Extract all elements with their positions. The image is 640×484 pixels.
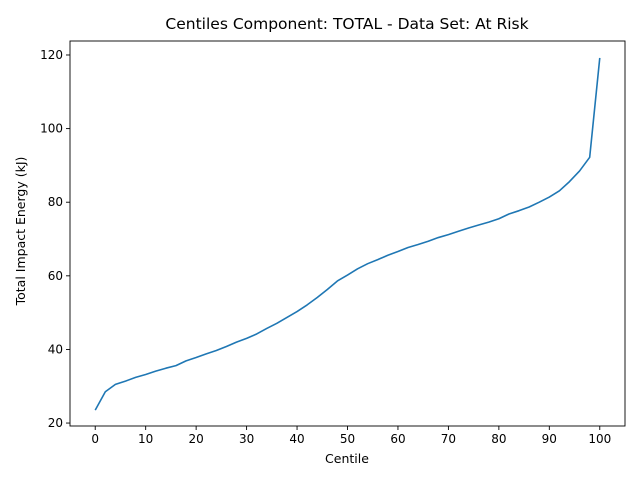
chart-title: Centiles Component: TOTAL - Data Set: At… bbox=[165, 15, 528, 33]
x-tick-label: 10 bbox=[138, 432, 153, 446]
series-line-0 bbox=[94, 57, 601, 411]
x-tick-label: 50 bbox=[340, 432, 355, 446]
y-tick-label: 20 bbox=[48, 416, 63, 430]
y-tick-label: 60 bbox=[48, 269, 63, 283]
x-tick-label: 0 bbox=[91, 432, 99, 446]
x-tick-label: 70 bbox=[441, 432, 456, 446]
y-tick-label: 80 bbox=[48, 195, 63, 209]
x-tick-label: 100 bbox=[588, 432, 611, 446]
y-axis-label: Total Impact Energy (kJ) bbox=[13, 157, 28, 307]
x-axis-label: Centile bbox=[325, 451, 369, 466]
y-tick-label: 120 bbox=[40, 48, 63, 62]
plot-area: 0 10 20 30 40 50 60 70 80 90 100 20 40 60 80 100 120 bbox=[40, 40, 626, 446]
y-tick-label: 100 bbox=[40, 122, 63, 136]
x-tick-label: 90 bbox=[542, 432, 557, 446]
x-tick-label: 60 bbox=[390, 432, 405, 446]
x-tick-label: 80 bbox=[491, 432, 506, 446]
x-tick-label: 20 bbox=[188, 432, 203, 446]
x-tick-label: 40 bbox=[289, 432, 304, 446]
x-tick-label: 30 bbox=[239, 432, 254, 446]
y-tick-label: 40 bbox=[48, 342, 63, 356]
